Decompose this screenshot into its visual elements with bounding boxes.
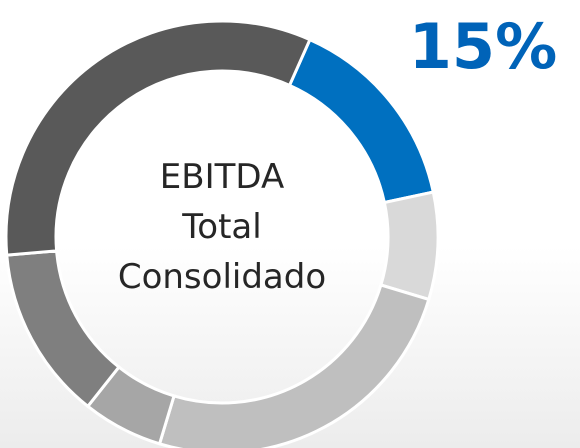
- donut-segment: [157, 283, 431, 448]
- value-label: 15%: [409, 10, 557, 83]
- center-label: EBITDA: [160, 157, 284, 197]
- center-label: Total: [181, 207, 261, 247]
- donut-segment: [379, 190, 440, 302]
- donut-segment: [4, 19, 312, 257]
- donut-segment: [5, 249, 121, 409]
- donut: [4, 19, 440, 448]
- center-label: Consolidado: [118, 257, 326, 297]
